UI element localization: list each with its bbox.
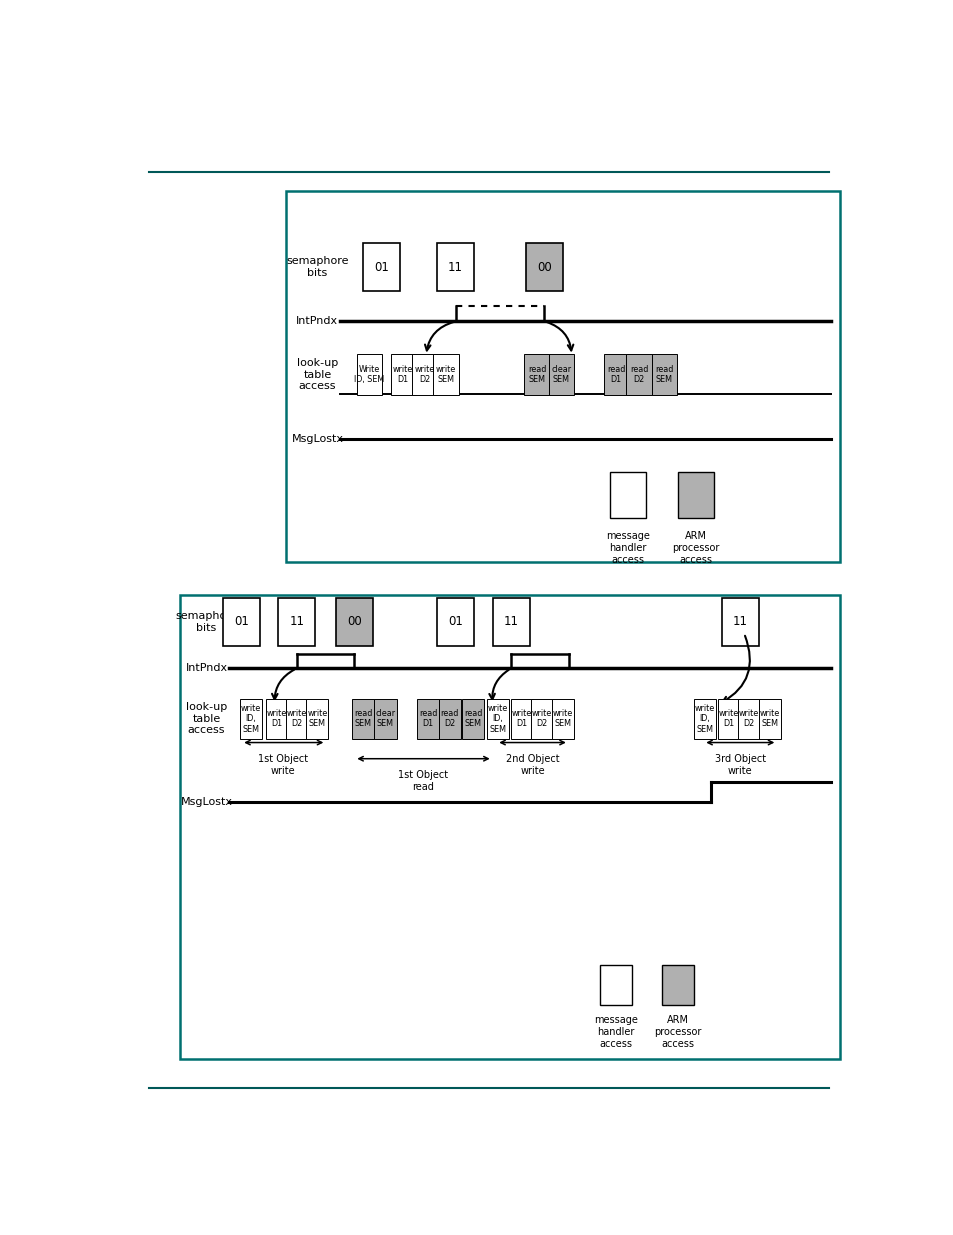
Text: write
ID,
SEM: write ID, SEM [694, 704, 714, 734]
Bar [239, 699, 262, 739]
Bar [492, 598, 529, 646]
Text: message
handler
access: message handler access [605, 531, 649, 564]
Text: 1st Object
read: 1st Object read [397, 771, 448, 792]
Text: 01: 01 [374, 261, 389, 274]
Text: Write
ID, SEM: Write ID, SEM [354, 364, 384, 384]
Bar [436, 598, 474, 646]
Text: write
D2: write D2 [532, 709, 552, 729]
Bar [486, 699, 508, 739]
Text: read
D2: read D2 [440, 709, 458, 729]
Text: read
SEM: read SEM [527, 364, 546, 384]
Bar [524, 353, 549, 395]
Bar [222, 598, 259, 646]
Bar [412, 353, 436, 395]
Bar [374, 699, 396, 739]
Text: write
SEM: write SEM [436, 364, 456, 384]
Text: clear
SEM: clear SEM [375, 709, 395, 729]
Text: semaphore
bits: semaphore bits [286, 257, 348, 278]
Text: read
D2: read D2 [629, 364, 647, 384]
Bar [531, 699, 553, 739]
Bar [599, 965, 631, 1005]
Bar [626, 353, 651, 395]
Text: semaphore
bits: semaphore bits [175, 611, 237, 632]
Bar [511, 699, 533, 739]
Text: 1st Object
write: 1st Object write [258, 753, 308, 776]
Text: write
D2: write D2 [286, 709, 307, 729]
Bar [651, 353, 676, 395]
Text: read
SEM: read SEM [464, 709, 482, 729]
Text: 00: 00 [347, 615, 361, 629]
Text: write
ID,
SEM: write ID, SEM [487, 704, 507, 734]
Bar [718, 699, 740, 739]
Text: write
D2: write D2 [414, 364, 435, 384]
Text: 01: 01 [448, 615, 462, 629]
Text: 2nd Object
write: 2nd Object write [505, 753, 558, 776]
Bar [610, 473, 645, 519]
Text: write
ID,
SEM: write ID, SEM [240, 704, 261, 734]
Bar [433, 353, 458, 395]
Text: message
handler
access: message handler access [594, 1015, 638, 1049]
Bar [693, 699, 715, 739]
Bar [462, 699, 484, 739]
Text: 11: 11 [448, 261, 462, 274]
Bar [390, 353, 416, 395]
Text: look-up
table
access: look-up table access [296, 358, 337, 391]
Bar [548, 353, 574, 395]
Bar [416, 699, 439, 739]
Bar [738, 699, 760, 739]
Bar [180, 595, 840, 1060]
Text: 00: 00 [537, 261, 551, 274]
Text: MsgLostx: MsgLostx [291, 435, 343, 445]
Bar [356, 353, 381, 395]
Text: 11: 11 [503, 615, 518, 629]
Text: 11: 11 [732, 615, 747, 629]
Text: read
D1: read D1 [418, 709, 437, 729]
Bar [525, 243, 562, 291]
Bar [436, 243, 474, 291]
Text: write
SEM: write SEM [759, 709, 780, 729]
Text: read
D1: read D1 [606, 364, 624, 384]
Text: read
SEM: read SEM [655, 364, 673, 384]
Bar [306, 699, 328, 739]
Bar [758, 699, 781, 739]
Text: write
SEM: write SEM [307, 709, 327, 729]
Bar [335, 598, 373, 646]
Text: write
D2: write D2 [739, 709, 759, 729]
Text: write
D1: write D1 [512, 709, 532, 729]
Text: clear
SEM: clear SEM [551, 364, 571, 384]
Text: write
D1: write D1 [393, 364, 413, 384]
Bar [721, 598, 758, 646]
Bar [438, 699, 460, 739]
Text: 11: 11 [289, 615, 304, 629]
Text: read
SEM: read SEM [354, 709, 372, 729]
Text: write
D1: write D1 [719, 709, 739, 729]
Text: write
SEM: write SEM [552, 709, 573, 729]
Text: MsgLostx: MsgLostx [180, 798, 233, 808]
Bar [285, 191, 840, 562]
Bar [551, 699, 574, 739]
Text: 01: 01 [233, 615, 249, 629]
Text: look-up
table
access: look-up table access [186, 703, 227, 735]
Bar [352, 699, 374, 739]
Text: ARM
processor
access: ARM processor access [654, 1015, 701, 1049]
Bar [265, 699, 288, 739]
Bar [285, 699, 308, 739]
Text: ARM
processor
access: ARM processor access [672, 531, 719, 564]
Bar [603, 353, 628, 395]
Text: 3rd Object
write: 3rd Object write [714, 753, 765, 776]
Text: IntPndx: IntPndx [296, 316, 338, 326]
Bar [363, 243, 400, 291]
Bar [661, 965, 694, 1005]
Text: IntPndx: IntPndx [185, 663, 228, 673]
Text: write
D1: write D1 [266, 709, 287, 729]
Bar [278, 598, 314, 646]
Bar [678, 473, 713, 519]
